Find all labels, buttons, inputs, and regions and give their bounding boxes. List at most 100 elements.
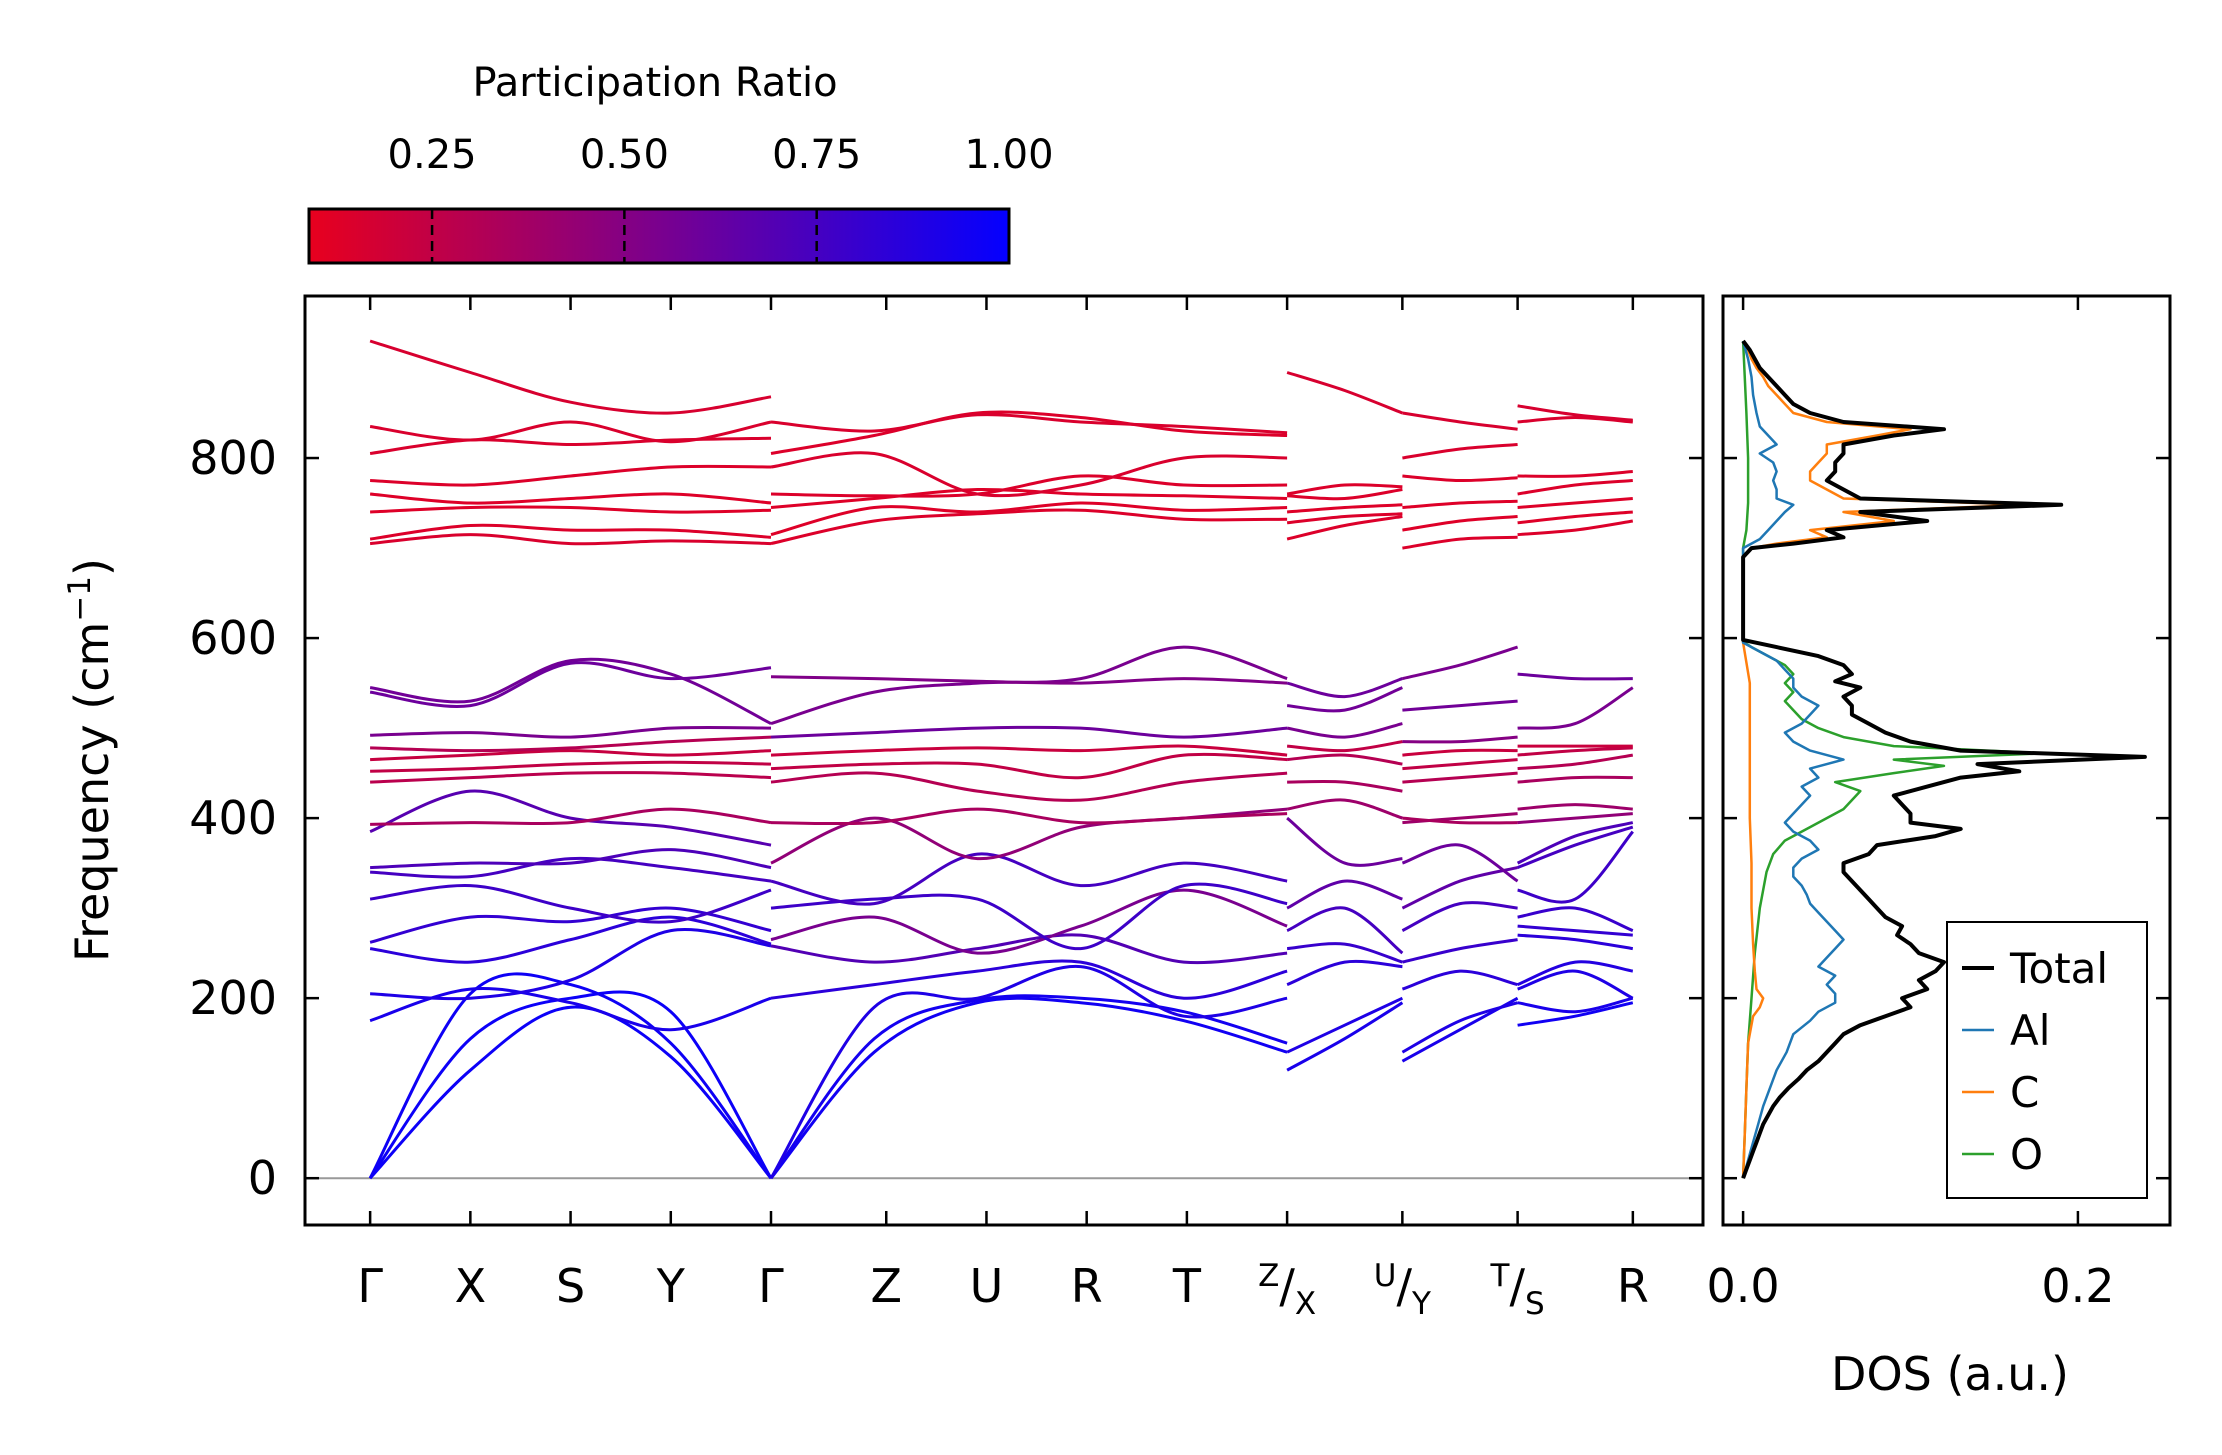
band-line	[770, 508, 1288, 546]
kpoint-label: R	[1617, 1259, 1649, 1313]
band-line	[770, 852, 1288, 906]
band-line	[1402, 816, 1518, 825]
band-line	[369, 915, 772, 964]
kpoint-label: X	[455, 1259, 487, 1313]
kpoint-label: Y	[656, 1259, 686, 1313]
y-axis-title-exponent: −1	[62, 576, 98, 622]
band-y-ticks: 0 200 400 600 800	[189, 431, 2170, 1205]
kpoint-label: U	[970, 1259, 1004, 1313]
legend-label: Total	[2009, 944, 2108, 993]
band-line	[1401, 866, 1518, 910]
legend: Total Al CO	[1946, 921, 2148, 1199]
kpoint-label: R	[1071, 1259, 1103, 1313]
kpoint-label: U/Y	[1374, 1258, 1431, 1322]
colorbar-ticks: 0.25 0.50 0.75 1.00	[388, 132, 1054, 263]
band-line	[1286, 483, 1403, 496]
colorbar-title: Participation Ratio	[472, 60, 837, 106]
dos-series-line	[1741, 340, 1845, 1179]
band-frame	[303, 294, 1705, 1227]
band-line	[1401, 843, 1519, 883]
legend-label: Al	[2010, 1006, 2050, 1055]
band-line	[1286, 816, 1403, 867]
y-tick-label: 0	[248, 1151, 277, 1205]
band-line	[1286, 942, 1403, 964]
band-line	[1516, 821, 1634, 865]
band-line	[370, 735, 772, 753]
colorbar: Participation Ratio 0.25 0.50 0.75 1.00	[307, 60, 1054, 265]
band-line	[1402, 411, 1518, 431]
band-line	[1286, 798, 1403, 820]
band-line	[1401, 969, 1518, 991]
band-line	[1402, 474, 1518, 483]
band-line	[369, 339, 772, 415]
band-line	[369, 533, 772, 546]
kpoint-label-main: /	[1396, 1259, 1412, 1313]
band-line	[770, 645, 1288, 726]
band-line	[770, 410, 1288, 455]
band-line	[1286, 879, 1403, 910]
band-line	[1286, 503, 1403, 514]
band-line	[1402, 938, 1518, 964]
band-line	[369, 436, 772, 455]
band-line	[769, 994, 1288, 1180]
kpoint-label-sub: S	[1525, 1286, 1545, 1322]
band-line	[1517, 519, 1634, 537]
band-line	[369, 884, 772, 924]
band-line	[1517, 803, 1633, 811]
band-line	[370, 771, 772, 784]
band-line	[1402, 758, 1518, 771]
kpoint-label-sub: Y	[1411, 1286, 1431, 1322]
band-line	[1402, 771, 1518, 784]
band-line	[370, 928, 772, 1001]
band-line	[769, 965, 1288, 1179]
band-line	[369, 492, 772, 505]
dos-x-axis-title: DOS (a.u.)	[1831, 1347, 2069, 1401]
band-line	[1402, 535, 1518, 550]
legend-label: C	[2010, 1068, 2039, 1117]
band-line	[1517, 960, 1634, 986]
band-line	[1517, 746, 1633, 757]
band-line	[770, 959, 1288, 1000]
band-line	[770, 474, 1288, 498]
kpoint-label-sub: X	[1295, 1286, 1316, 1322]
kpoint-label: S	[556, 1259, 585, 1313]
dos-frame	[1721, 294, 2172, 1227]
band-line	[369, 789, 772, 847]
band-line	[369, 987, 772, 1032]
band-line	[770, 752, 1288, 780]
dos-series-line	[1741, 339, 2147, 1179]
band-line	[1286, 371, 1403, 415]
band-line	[1286, 906, 1404, 955]
band-line	[368, 990, 773, 1180]
band-line	[1517, 775, 1633, 784]
band-line	[1517, 672, 1633, 681]
dos-series-line	[1741, 340, 2029, 1179]
band-line	[770, 413, 1288, 435]
band-line	[770, 771, 1288, 802]
band-line	[369, 657, 772, 725]
band-line	[1286, 515, 1403, 541]
band-line	[370, 807, 772, 826]
band-line	[370, 856, 772, 883]
band-line	[370, 760, 772, 773]
y-tick-label: 400	[189, 791, 277, 845]
dos-curves	[1741, 339, 2147, 1179]
band-line	[1517, 1001, 1634, 1027]
band-line	[1401, 1001, 1519, 1054]
band-line	[1286, 996, 1404, 1054]
kpoint-label: Z	[870, 1259, 902, 1313]
y-axis-title: Frequency (cm−1)	[62, 558, 119, 962]
band-line	[770, 501, 1288, 537]
band-line	[370, 464, 772, 487]
band-line	[1286, 677, 1403, 699]
band-line	[1517, 479, 1633, 496]
band-line	[370, 505, 772, 514]
band-line	[1517, 996, 1634, 1014]
band-line	[1517, 825, 1634, 869]
kpoint-label-sup: Z	[1258, 1258, 1279, 1294]
band-line	[1287, 779, 1403, 793]
band-line	[1401, 901, 1518, 932]
band-line	[1287, 488, 1403, 501]
